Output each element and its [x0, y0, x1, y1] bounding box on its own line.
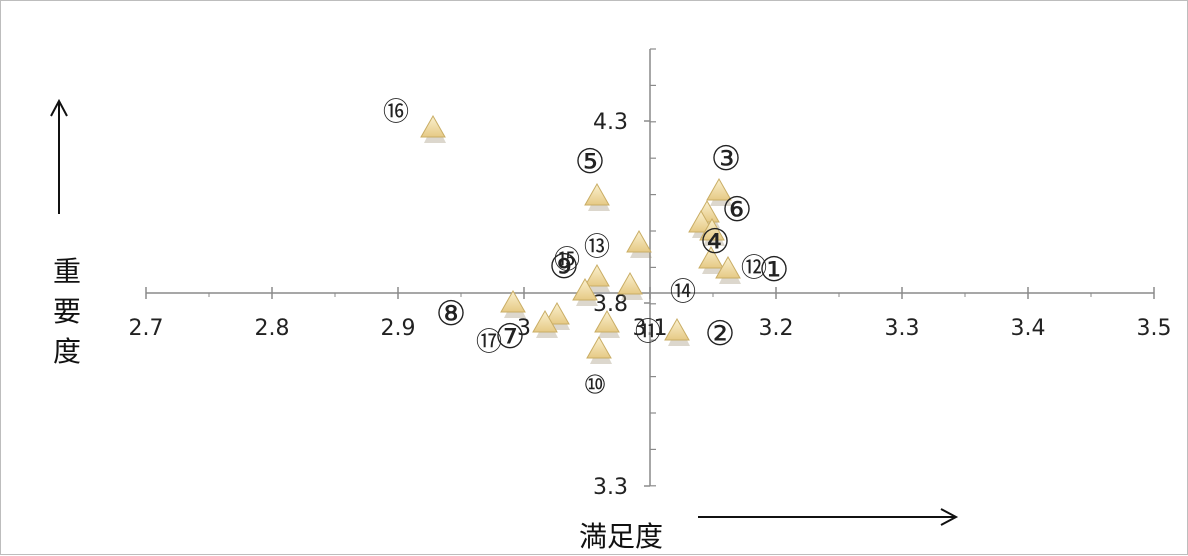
point-label: ⑩	[583, 370, 606, 400]
point-label: ⑥	[722, 190, 752, 230]
triangle-marker	[626, 229, 652, 258]
triangle-marker	[584, 182, 610, 211]
point-label: ⑮	[554, 245, 580, 275]
y-tick-label: 4.3	[593, 110, 628, 135]
x-tick-label: 3.5	[1137, 316, 1172, 341]
y-tick-label: 3.8	[593, 292, 628, 317]
x-tick-label: 2.9	[381, 316, 416, 341]
triangle-marker	[706, 177, 732, 206]
point-label: ⑫	[741, 253, 767, 283]
point-label: ⑨	[549, 247, 579, 287]
triangle-marker	[572, 277, 598, 306]
x-tick-label: 2.7	[129, 316, 164, 341]
point-label: ⑬	[584, 232, 610, 262]
triangle-marker	[544, 301, 570, 330]
y-axis-title-char: 度	[53, 335, 81, 368]
triangle-marker	[420, 114, 446, 143]
point-label: ①	[759, 250, 789, 290]
triangle-marker	[532, 309, 558, 338]
point-label: ⑧	[436, 294, 466, 334]
point-label: ③	[711, 139, 741, 179]
y-tick-label: 3.3	[593, 475, 628, 500]
point-label: ④	[700, 222, 730, 262]
triangle-marker	[584, 263, 610, 292]
y-axis-title-char: 要	[53, 295, 81, 328]
x-tick-label: 2.8	[255, 316, 290, 341]
triangle-marker	[500, 289, 526, 318]
point-label: ⑭	[670, 277, 696, 307]
x-tick-label: 3	[517, 316, 531, 341]
point-label: ⑰	[476, 327, 502, 357]
triangle-marker	[699, 217, 725, 246]
triangle-marker	[715, 255, 741, 284]
y-axis-title-char: 重	[53, 255, 81, 288]
point-label: ⑦	[495, 317, 525, 357]
point-label: ②	[705, 314, 735, 354]
x-axis-title: 満足度	[579, 520, 663, 553]
y-arrow-head	[50, 98, 68, 117]
triangle-marker	[698, 245, 724, 274]
point-label: ⑤	[575, 142, 605, 182]
triangle-marker	[664, 317, 690, 346]
point-label: ⑪	[635, 317, 661, 347]
x-arrow-head	[940, 508, 959, 526]
triangle-marker	[586, 335, 612, 364]
triangle-marker	[617, 271, 643, 300]
point-label: ⑯	[383, 97, 409, 127]
x-tick-label: 3.2	[759, 316, 794, 341]
triangle-marker	[594, 309, 620, 338]
x-tick-label: 3.4	[1011, 316, 1046, 341]
x-tick-label: 3.3	[885, 316, 920, 341]
